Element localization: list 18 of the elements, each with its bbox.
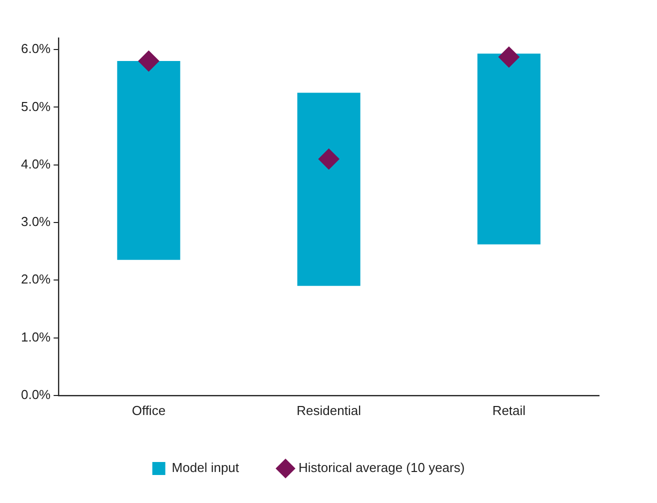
point — [138, 50, 160, 72]
y-tick-label: 4.0% — [20, 156, 52, 172]
y-tick-label: 0.0% — [20, 386, 52, 402]
point — [318, 148, 340, 170]
bar — [117, 61, 180, 260]
y-tick-label: 3.0% — [20, 214, 52, 230]
bar — [477, 54, 540, 244]
y-tick-label: 2.0% — [20, 272, 52, 287]
y-tick-label: 6.0% — [20, 41, 52, 56]
y-tick-label: 5.0% — [20, 98, 52, 114]
y-tick-label: 1.0% — [20, 329, 52, 344]
x-tick-label: Retail — [492, 402, 526, 418]
legend-label: Historical average (10 years) — [298, 460, 465, 476]
x-tick-label: Residential — [296, 402, 362, 418]
bar — [297, 92, 360, 286]
legend-label: Model input — [172, 460, 240, 476]
x-tick-label: Office — [132, 402, 166, 418]
point — [498, 46, 520, 68]
